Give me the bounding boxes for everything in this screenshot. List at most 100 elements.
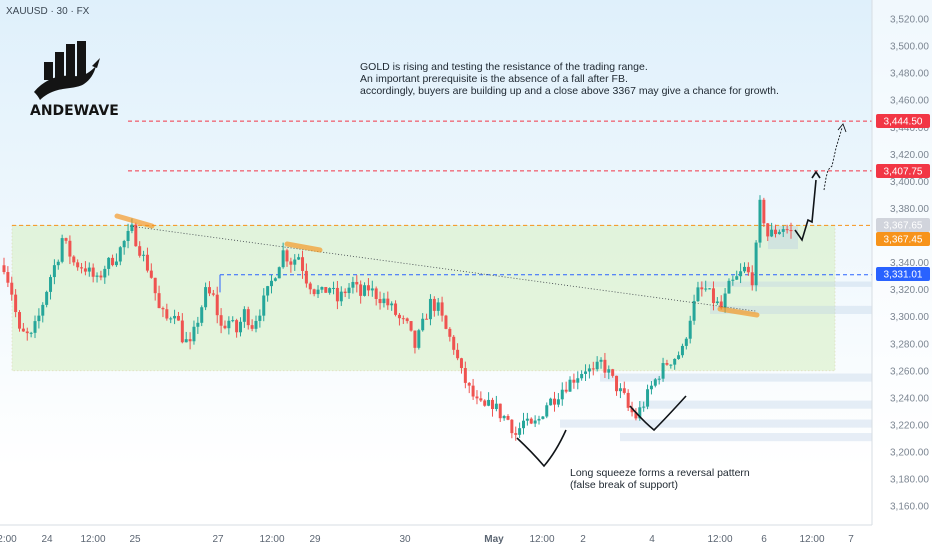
projection-arrow-icon	[837, 123, 847, 133]
candle-body	[653, 379, 657, 386]
candle-body	[14, 294, 18, 313]
candle-body	[735, 276, 739, 280]
y-tick-label: 3,200.00	[890, 448, 929, 459]
candle-body	[91, 267, 95, 277]
candle-body	[452, 336, 456, 350]
symbol-label: XAUUSD · 30 · FX	[6, 6, 90, 17]
candle-body	[238, 321, 242, 333]
candle-body	[169, 318, 173, 320]
candle-body	[421, 318, 425, 331]
candle-body	[719, 301, 723, 309]
candle-body	[215, 294, 219, 316]
candle-body	[273, 278, 277, 281]
y-tick-label: 3,380.00	[890, 204, 929, 215]
candle-body	[95, 275, 99, 277]
candle-body	[692, 301, 696, 321]
candle-body	[397, 314, 401, 319]
candle-body	[33, 321, 37, 333]
candle-body	[487, 399, 491, 406]
candle-body	[301, 257, 305, 271]
candle-body	[200, 307, 204, 323]
candle-body	[549, 398, 553, 406]
candle-body	[680, 345, 684, 356]
candle-body	[219, 315, 223, 326]
candle-body	[479, 398, 483, 401]
y-tick-label: 3,240.00	[890, 393, 929, 404]
candle-body	[490, 399, 494, 410]
liquidity-zone	[710, 305, 872, 314]
candle-body	[145, 254, 149, 271]
x-tick-label: 29	[309, 534, 321, 545]
candle-body	[211, 293, 215, 295]
candle-body	[483, 400, 487, 406]
time-axis: 2:00 24 12:00 25 27 12:00 29 30 May 12:00 2 4 12:00 6…	[0, 524, 872, 545]
logo-name: ANDEWAVE	[30, 103, 119, 119]
reversal-arc	[629, 395, 687, 432]
price-tag-label: 3,407.75	[884, 167, 923, 178]
candle-body	[541, 416, 545, 419]
candle-body	[207, 287, 211, 294]
candle-body	[611, 369, 615, 376]
candle-body	[324, 287, 328, 293]
candle-body	[537, 418, 541, 421]
reversal-arc	[516, 429, 567, 468]
price-tag-label: 3,331.01	[884, 270, 923, 281]
candle-body	[677, 355, 681, 359]
price-tag-label: 3,444.50	[884, 117, 923, 128]
candle-body	[165, 309, 169, 319]
x-tick-label: 12:00	[707, 534, 732, 545]
drawings-layer	[114, 123, 847, 468]
candle-body	[304, 270, 308, 284]
candle-body	[777, 231, 781, 235]
candle-body	[52, 265, 56, 278]
candle-body	[711, 288, 715, 304]
candle-body	[270, 280, 274, 287]
candle-body	[359, 284, 363, 296]
candle-body	[332, 287, 336, 289]
candle-body	[281, 250, 285, 268]
candle-body	[564, 389, 568, 392]
candle-body	[425, 318, 429, 320]
candle-body	[21, 328, 25, 332]
candle-body	[126, 230, 130, 242]
projection-path	[794, 179, 817, 242]
price-tag-label: 3,367.45	[884, 235, 923, 246]
candle-body	[45, 291, 49, 305]
trading-range-zone	[11, 225, 836, 372]
candle-body	[467, 382, 471, 386]
candle-body	[56, 261, 60, 266]
annotation-line-1: GOLD is rising and testing the resistanc…	[360, 61, 648, 73]
candle-body	[595, 361, 599, 370]
candle-body	[572, 379, 576, 383]
candle-body	[138, 246, 142, 256]
highlight-marker	[717, 306, 760, 318]
candle-body	[68, 240, 72, 257]
liquidity-zone	[560, 419, 872, 428]
candle-body	[10, 282, 14, 295]
candle-body	[80, 267, 84, 269]
candle-body	[308, 283, 312, 290]
candle-body	[382, 298, 386, 304]
candle-body	[607, 369, 611, 373]
y-tick-label: 3,280.00	[890, 339, 929, 350]
x-tick-label: 4	[649, 534, 655, 545]
candle-body	[553, 398, 557, 405]
candle-body	[266, 286, 270, 296]
candle-body	[731, 279, 735, 281]
candle-body	[603, 359, 607, 373]
candle-body	[642, 406, 646, 408]
x-tick-label: 25	[129, 534, 141, 545]
candle-body	[413, 330, 417, 348]
candle-body	[328, 288, 332, 293]
candle-body	[463, 368, 467, 383]
candle-body	[510, 419, 514, 434]
candle-body	[335, 287, 339, 302]
candle-body	[432, 298, 436, 311]
candle-body	[366, 285, 370, 291]
candle-body	[448, 328, 452, 337]
price-tag	[876, 232, 930, 246]
candle-body	[781, 229, 785, 232]
candle-body	[134, 224, 138, 247]
